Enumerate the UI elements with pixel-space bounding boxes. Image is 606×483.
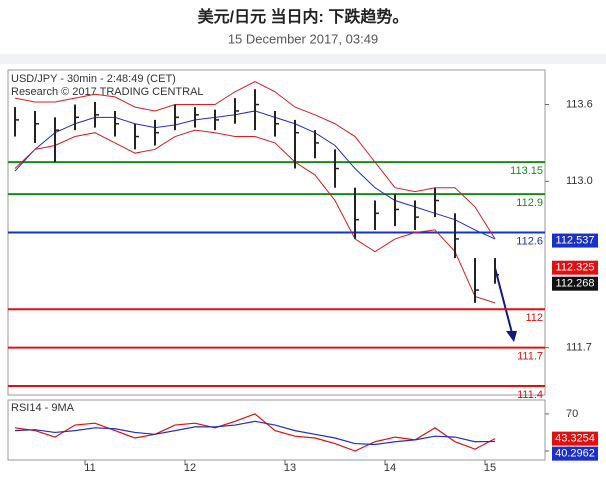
- band-line: [14, 80, 496, 240]
- rsi-tag: [552, 431, 598, 446]
- arrow-head: [506, 331, 517, 342]
- price-tag: [552, 276, 598, 291]
- price-tag: [552, 233, 598, 248]
- level-label: 113.15: [510, 165, 543, 177]
- level-label: 112: [525, 312, 543, 324]
- level-label: 112.9: [516, 197, 543, 209]
- rsi-label: RSI14 - 9MA: [11, 402, 75, 414]
- price-tag-label: 112.325: [556, 262, 595, 274]
- note: Research © 2017 TRADING CENTRAL: [11, 86, 204, 98]
- level-label: 111.7: [517, 351, 543, 363]
- rsi-panel: [7, 399, 546, 461]
- chart-subtitle: 15 December 2017, 03:49: [228, 31, 378, 46]
- band-line: [14, 129, 496, 304]
- x-tick-label: 12: [184, 462, 196, 474]
- y-tick-label: 113.6: [566, 98, 593, 110]
- note: USD/JPY - 30min - 2:48:49 (CET): [11, 73, 176, 85]
- x-tick-label: 11: [84, 462, 95, 474]
- rsi-tag-label: 40.2962: [555, 448, 595, 460]
- price-tag-label: 112.537: [556, 234, 595, 246]
- x-tick-label: 13: [284, 462, 296, 474]
- y-tick-label: 111.7: [566, 342, 592, 354]
- rsi-line: [14, 420, 496, 446]
- y-tick-label: 113.0: [566, 175, 593, 187]
- chart-title: 美元/日元 当日内: 下跌趋势。: [198, 7, 409, 26]
- rsi-tag: [552, 446, 598, 461]
- level-label: 112.6: [516, 235, 543, 247]
- x-tick-label: 15: [484, 462, 496, 474]
- x-tick-label: 14: [384, 462, 396, 474]
- y-tick-label: 70: [566, 408, 578, 420]
- arrow: [494, 267, 513, 334]
- level-label: 111.4: [517, 389, 543, 401]
- header-band: [0, 54, 606, 64]
- price-tag: [552, 260, 598, 275]
- price-tag-label: 112.268: [556, 278, 595, 290]
- rsi-tag-label: 43.3254: [555, 433, 595, 445]
